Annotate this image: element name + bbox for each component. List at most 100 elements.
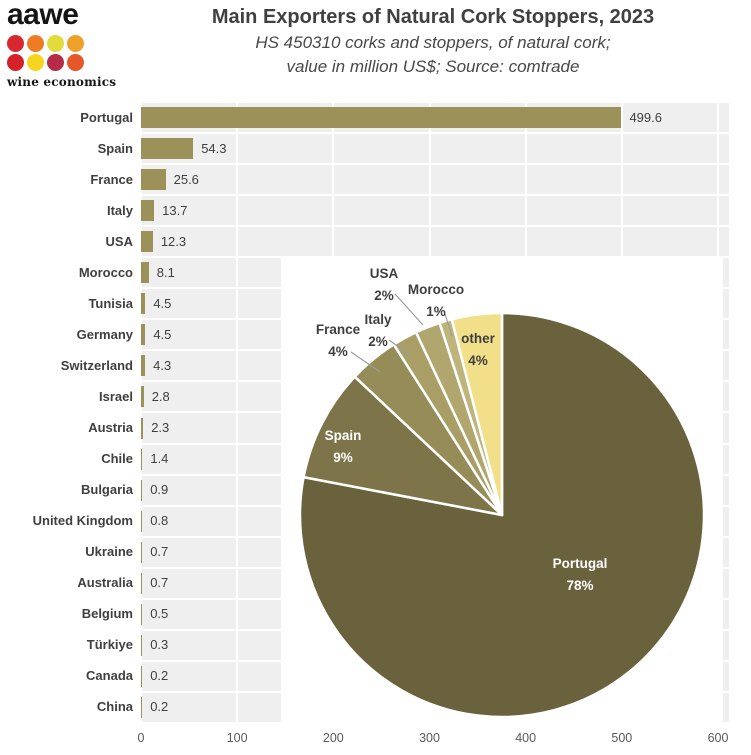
bar-value-label: 0.9 [150, 482, 169, 498]
x-tick-label: 100 [226, 731, 248, 745]
bar-value-label: 0.2 [150, 668, 169, 684]
bar-category-label: United Kingdom [32, 513, 133, 529]
pie-label-usa: USA 2% [370, 266, 399, 303]
bar [141, 417, 144, 439]
bar-category-label: Australia [77, 575, 133, 591]
bar-category-label: Switzerland [60, 357, 133, 373]
chart-subtitle-line1: HS 450310 corks and stoppers, of natural… [255, 33, 611, 52]
bar-row: 25.6 [141, 165, 729, 197]
bar [141, 324, 146, 346]
leader-line [388, 339, 411, 356]
bar-value-label: 13.7 [162, 202, 188, 218]
chart-title: Main Exporters of Natural Cork Stoppers,… [211, 6, 655, 28]
bar [141, 231, 153, 253]
bar-value-label: 0.2 [150, 699, 169, 715]
bar [141, 479, 143, 501]
logo-dot-icon [67, 54, 84, 71]
bar-category-label: Ukraine [85, 544, 133, 560]
bar [141, 510, 143, 532]
bar-category-label: Austria [88, 420, 133, 436]
bar [141, 293, 146, 315]
bar-category-label: Germany [76, 326, 133, 342]
bar [141, 665, 143, 687]
bar-value-label: 0.7 [150, 575, 169, 591]
bar-category-label: Spain [97, 140, 133, 156]
bar [141, 107, 622, 129]
bar-value-label: 25.6 [173, 171, 199, 187]
pie-label-portugal: Portugal 78% [553, 556, 608, 593]
x-tick-label: 0 [137, 731, 145, 745]
leader-line [394, 293, 424, 326]
pie-slice-spain [302, 375, 504, 517]
bar-value-label: 499.6 [629, 109, 662, 125]
bar-value-label: 0.5 [150, 606, 169, 622]
bar [141, 355, 146, 377]
bar-value-label: 54.3 [201, 140, 227, 156]
logo-dots-icon [7, 35, 122, 72]
bar-value-label: 0.3 [150, 637, 169, 653]
gridline [236, 103, 239, 724]
bar-category-label: Canada [86, 668, 133, 684]
bar [141, 603, 143, 625]
x-tick-label: 300 [419, 731, 440, 745]
logo-dot-icon [27, 35, 44, 52]
bar-value-label: 2.3 [151, 420, 170, 436]
header: Main Exporters of Natural Cork Stoppers,… [120, 6, 746, 77]
logo-dot-icon [47, 35, 64, 52]
bar-category-label: Morocco [78, 264, 133, 280]
logo-dot-icon [27, 54, 44, 71]
bar-category-label: Israel [99, 388, 133, 404]
bar-category-label: Belgium [81, 606, 133, 622]
pie-label-france: France 4% [316, 322, 361, 359]
bar [141, 448, 143, 470]
bar-category-label: Bulgaria [80, 482, 133, 498]
pie-label-morocco: Morocco 1% [408, 282, 464, 319]
bar-value-label: 4.3 [153, 357, 172, 373]
bar [141, 169, 166, 191]
pie-chart: Portugal 78% Spain 9% France 4%Italy 2% USA 2% Mo… [298, 266, 706, 719]
x-tick-label: 200 [322, 731, 344, 745]
bar-category-label: Portugal [80, 109, 133, 125]
bar-value-label: 0.7 [150, 544, 169, 560]
bar-category-label: Tunisia [88, 295, 133, 311]
bar-category-label: France [90, 171, 133, 187]
bar-category-label: Chile [101, 451, 133, 467]
bar-category-label: Türkiye [86, 637, 133, 653]
chart-subtitle-line2: value in million US$; Source: comtrade [286, 57, 580, 76]
aawe-logo: aawe wine economics [7, 0, 122, 89]
bar [141, 572, 143, 594]
pie-inset-panel: Portugal 78% Spain 9% France 4% Italy 2% USA 2% Mo… [281, 256, 723, 722]
logo-dot-icon [7, 54, 24, 71]
x-tick-label: 500 [611, 731, 633, 745]
pie-label-spain: Spain 9% [325, 428, 362, 465]
bar-row: 12.3 [141, 227, 729, 259]
bar [141, 138, 194, 160]
pie-label-other: other 4% [461, 331, 495, 368]
bar-value-label: 4.5 [153, 295, 172, 311]
bar-value-label: 1.4 [150, 451, 169, 467]
bar-category-label: China [96, 699, 133, 715]
bar [141, 200, 155, 222]
bar-category-label: USA [105, 233, 133, 249]
x-tick-label: 400 [515, 731, 537, 745]
pie-label-italy: Italy 2% [364, 312, 392, 349]
logo-dot-icon [7, 35, 24, 52]
bar-value-label: 12.3 [160, 233, 187, 249]
bar-value-label: 0.8 [150, 513, 169, 529]
logo-dot-icon [47, 54, 64, 71]
bar [141, 386, 144, 408]
bar [141, 541, 143, 563]
bar-value-label: 8.1 [156, 264, 175, 280]
logo-dot-icon [67, 35, 84, 52]
bar [141, 696, 143, 718]
bar-row: 54.3 [141, 134, 729, 166]
gridline [140, 103, 142, 724]
bar-row: 499.6 [141, 103, 729, 135]
bar-row: 0.2 [141, 693, 729, 724]
logo-tagline: wine economics [7, 75, 117, 89]
bar-row: 13.7 [141, 196, 729, 228]
bar-value-label: 4.5 [153, 326, 172, 342]
leader-line [443, 310, 453, 337]
logo-brand-text: aawe [7, 0, 79, 31]
